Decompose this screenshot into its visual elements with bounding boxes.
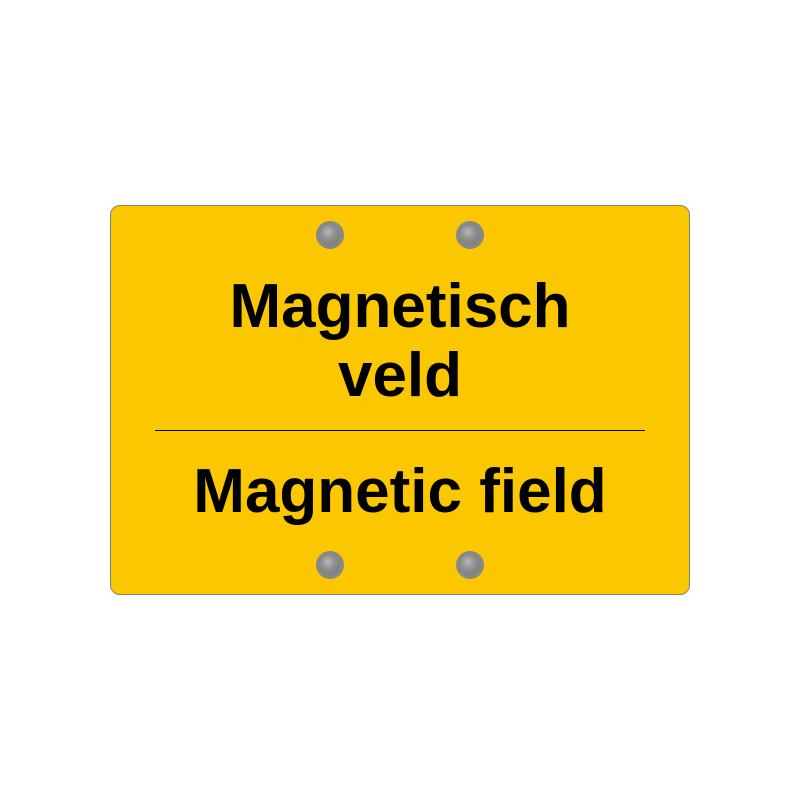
sign-text-primary: Magnetisch veld	[229, 273, 570, 409]
mounting-hole-icon	[456, 221, 484, 249]
mounting-hole-icon	[316, 221, 344, 249]
mounting-hole-icon	[456, 551, 484, 579]
warning-sign: Magnetisch veld Magnetic field	[110, 205, 690, 595]
divider-line	[155, 430, 645, 431]
mounting-hole-icon	[316, 551, 344, 579]
sign-text-secondary: Magnetic field	[193, 456, 606, 527]
sign-text-line: veld	[338, 341, 462, 410]
sign-text-line: Magnetisch	[229, 272, 570, 341]
